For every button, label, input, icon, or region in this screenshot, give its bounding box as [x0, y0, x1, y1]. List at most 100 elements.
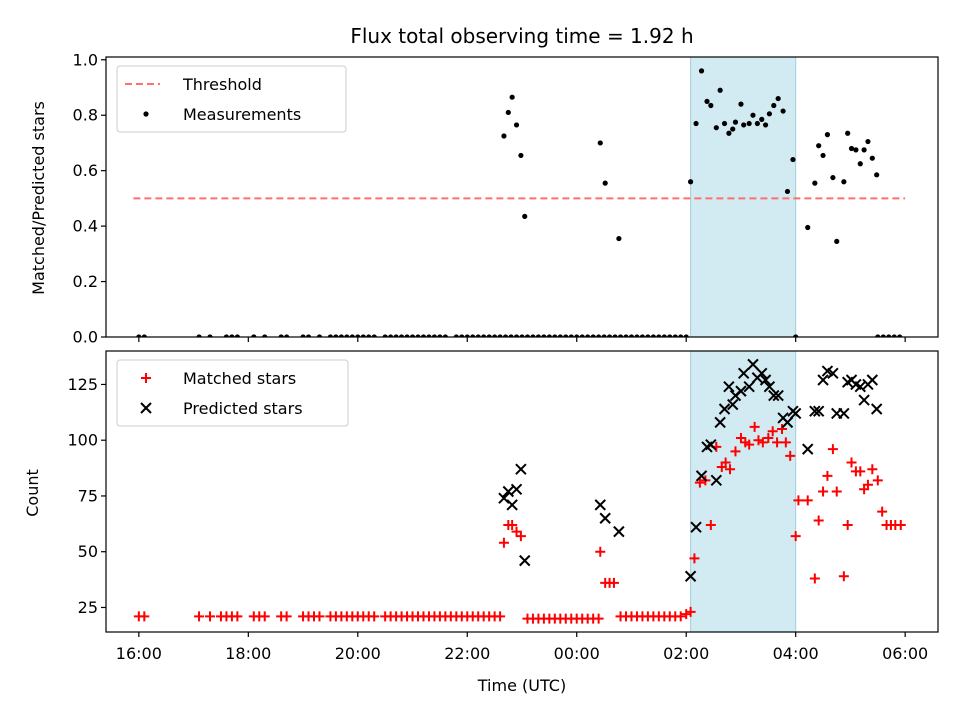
top-point [349, 334, 355, 337]
top-point [470, 334, 476, 337]
top-point [865, 138, 871, 145]
bottom-series-0 [133, 421, 906, 624]
top-point [388, 334, 394, 337]
bottom-point [813, 515, 824, 526]
bottom-point [675, 611, 686, 622]
bottom-point [818, 486, 829, 497]
bottom-point [744, 439, 755, 450]
x-tick-label: 00:00 [554, 644, 600, 663]
top-point [579, 334, 585, 337]
top-point [486, 334, 492, 337]
x-tick-label: 04:00 [773, 644, 819, 663]
bottom-legend-swatch [140, 402, 152, 414]
top-point [667, 334, 673, 337]
top-point [262, 334, 268, 337]
top-point [513, 334, 520, 337]
top-point [459, 334, 465, 337]
bottom-legend-label: Predicted stars [183, 399, 303, 418]
x-tick-label: 06:00 [882, 644, 928, 663]
top-point [371, 334, 377, 337]
top-point [316, 334, 323, 337]
bottom-point [802, 443, 814, 455]
bottom-point [785, 450, 796, 461]
bottom-point [858, 394, 870, 406]
top-point [475, 334, 481, 337]
top-y-tick-label: 0.0 [73, 328, 98, 347]
bottom-point [855, 466, 866, 477]
bottom-point [737, 367, 750, 380]
top-point [431, 334, 438, 337]
top-point [693, 120, 699, 127]
top-point [393, 334, 399, 337]
bottom-point [756, 367, 768, 380]
top-point [759, 116, 765, 122]
top-point [623, 334, 629, 337]
top-point [344, 334, 350, 337]
bottom-point [599, 512, 611, 524]
bottom-point [205, 611, 215, 622]
top-point [824, 132, 831, 138]
top-point [841, 179, 847, 185]
top-point [522, 213, 528, 220]
top-point [437, 334, 443, 337]
top-point [616, 235, 622, 242]
top-y-tick-label: 0.4 [73, 217, 98, 236]
bottom-point [608, 577, 619, 588]
bottom-point [822, 470, 833, 481]
bottom-point [763, 380, 776, 393]
top-point [766, 111, 773, 117]
top-legend-label: Measurements [183, 105, 301, 124]
top-point [453, 334, 459, 337]
plot-layer: 0.0 0.2 0.4 0.6 0.8 1.0 Threshold Measurements 2… [67, 50, 939, 663]
bottom-point [685, 606, 696, 617]
top-point [535, 334, 542, 337]
top-point [415, 334, 421, 337]
bottom-point [862, 479, 873, 490]
top-point [464, 334, 470, 337]
bottom-point [827, 367, 839, 380]
bottom-point [866, 374, 879, 386]
bottom-point [695, 470, 708, 482]
bottom-point [502, 485, 515, 498]
bottom-legend-swatch [141, 373, 151, 383]
top-point [541, 334, 547, 337]
top-point [845, 130, 851, 136]
bottom-point [757, 437, 768, 448]
top-point [812, 180, 818, 186]
top-point [284, 334, 290, 337]
top-point [834, 238, 840, 244]
top-point [816, 143, 822, 149]
top-y-tick-label: 0.8 [73, 106, 98, 125]
bottom-point [749, 421, 760, 432]
bottom-point [763, 432, 774, 443]
bottom-point [747, 358, 759, 371]
top-point [585, 334, 591, 337]
top-point [141, 334, 147, 337]
bottom-point [777, 424, 787, 435]
bottom-point [495, 611, 506, 622]
bottom-point [710, 474, 723, 487]
top-marks [133, 68, 906, 337]
bottom-y-tick-label: 25 [78, 598, 98, 617]
top-point [661, 334, 667, 337]
top-point [552, 334, 558, 337]
bottom-point [772, 437, 783, 448]
bottom-point [790, 531, 801, 542]
bottom-point [705, 438, 717, 451]
top-point [886, 334, 892, 337]
x-tick-label: 02:00 [663, 644, 709, 663]
top-point [597, 140, 603, 146]
bottom-point [895, 519, 906, 530]
bottom-point [718, 403, 731, 415]
top-point [300, 334, 306, 337]
top-point [568, 334, 574, 337]
top-point [382, 334, 388, 337]
bottom-point [498, 492, 510, 504]
bottom-legend [116, 359, 349, 427]
bottom-point [793, 495, 804, 506]
bottom-point [827, 444, 838, 455]
top-y-axis-label: Matched/Predicted stars [29, 101, 48, 295]
top-point [505, 109, 511, 116]
top-y-tick-label: 0.2 [73, 272, 98, 291]
